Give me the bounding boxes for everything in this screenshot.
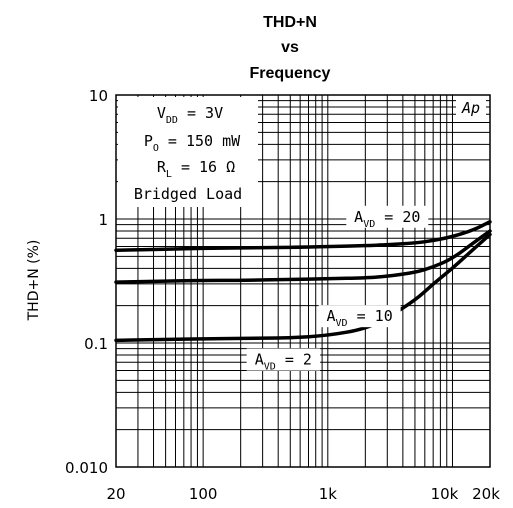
- x-tick-label: 1k: [319, 485, 338, 503]
- condition-po: PO = 150 mW: [144, 132, 241, 154]
- series-label-1: AVD = 10: [327, 307, 393, 329]
- x-tick-label: 100: [189, 485, 218, 503]
- y-axis-label: THD+N (%): [26, 240, 42, 322]
- y-tick-label: 10: [89, 87, 108, 105]
- y-tick-label: 1: [98, 211, 108, 229]
- series-curves: [114, 220, 492, 343]
- series-line-1: [114, 229, 492, 284]
- condition-vdd: VDD = 3V: [157, 104, 223, 126]
- x-tick-label: 20: [106, 485, 125, 503]
- annotations: VDD = 3V PO = 150 mW RL = 16 Ω Bridged Load…: [118, 97, 486, 373]
- x-tick-label: 20k: [472, 485, 500, 503]
- x-tick-label: 10k: [431, 485, 459, 503]
- y-tick-label: 0.010: [65, 459, 108, 477]
- chart-title-line-1: THD+N: [263, 14, 317, 31]
- axis-ticks: 20 100 1k 10k 20k 10 1 0.1 0.010: [65, 87, 500, 503]
- series-label-box-2: [246, 348, 321, 371]
- series-label-box-1: [318, 305, 401, 328]
- series-line-2: [114, 232, 492, 343]
- series-label-2: AVD = 2: [255, 351, 312, 373]
- series-label-box-0: [346, 205, 429, 228]
- watermark-box: [456, 98, 486, 118]
- y-tick-label: 0.1: [84, 335, 108, 353]
- series-line-0: [114, 220, 492, 252]
- series-label-0: AVD = 20: [354, 208, 420, 230]
- watermark-text: Ap: [461, 99, 480, 117]
- chart-title-line-2: vs: [281, 39, 299, 56]
- chart-title-line-3: Frequency: [250, 65, 331, 82]
- condition-rl: RL = 16 Ω: [157, 158, 235, 180]
- conditions-box: [118, 97, 258, 207]
- condition-load: Bridged Load: [134, 185, 242, 203]
